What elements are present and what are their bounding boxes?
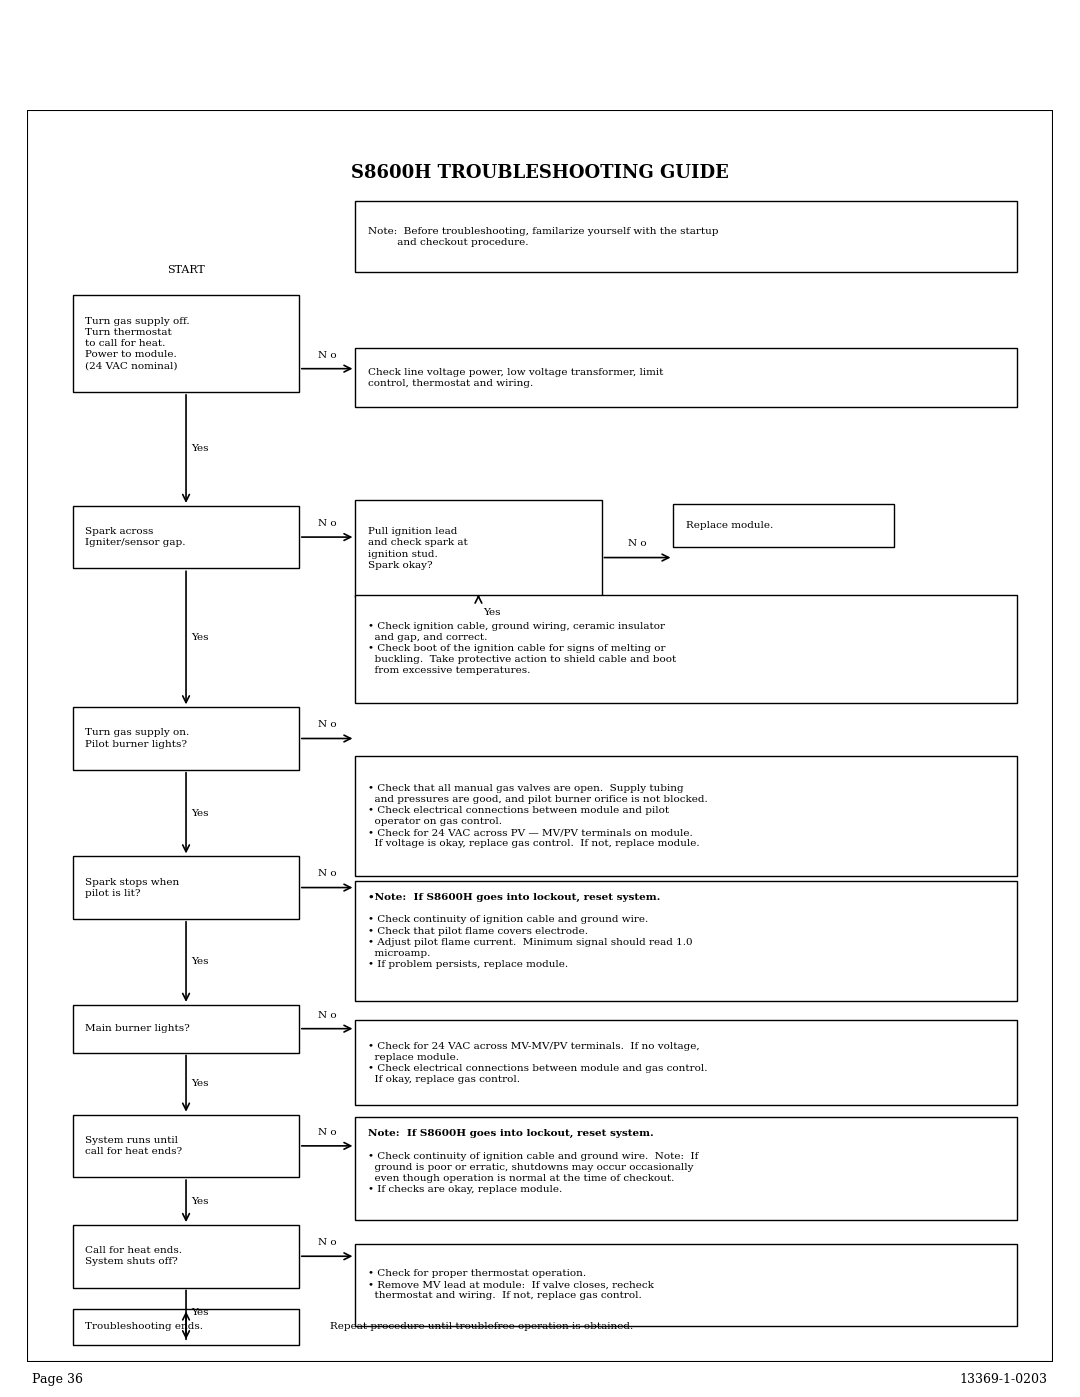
Text: • Check continuity of ignition cable and ground wire.  Note:  If
  ground is poo: • Check continuity of ignition cable and…: [367, 1151, 698, 1194]
Text: • Check for 24 VAC across MV-MV/PV terminals.  If no voltage,
  replace module.
: • Check for 24 VAC across MV-MV/PV termi…: [367, 1042, 707, 1084]
Text: System runs until
call for heat ends?: System runs until call for heat ends?: [85, 1136, 183, 1155]
FancyBboxPatch shape: [355, 201, 1017, 272]
FancyBboxPatch shape: [73, 295, 299, 393]
Text: START: START: [167, 265, 205, 275]
Text: • Check ignition cable, ground wiring, ceramic insulator
  and gap, and correct.: • Check ignition cable, ground wiring, c…: [367, 622, 676, 675]
FancyBboxPatch shape: [73, 1309, 299, 1345]
Text: Page 36: Page 36: [32, 1373, 83, 1386]
FancyBboxPatch shape: [73, 707, 299, 770]
Text: • Check for proper thermostat operation.
• Remove MV lead at module:  If valve c: • Check for proper thermostat operation.…: [367, 1268, 653, 1301]
Text: Yes: Yes: [191, 1308, 208, 1317]
Text: Note:  If S8600H goes into lockout, reset system.: Note: If S8600H goes into lockout, reset…: [367, 1129, 653, 1137]
Text: Pull ignition lead
and check spark at
ignition stud.
Spark okay?: Pull ignition lead and check spark at ig…: [367, 527, 468, 570]
FancyBboxPatch shape: [355, 595, 1017, 703]
FancyBboxPatch shape: [674, 504, 894, 548]
Text: S8600H TROUBLESHOOTING GUIDE: S8600H TROUBLESHOOTING GUIDE: [351, 163, 729, 182]
Text: Yes: Yes: [191, 1078, 208, 1088]
Text: DVS-36 & DVS-42 INTERMITTENT PILOT  TROUBLESHOOTING (continued): DVS-36 & DVS-42 INTERMITTENT PILOT TROUB…: [100, 57, 980, 77]
Text: Yes: Yes: [191, 957, 208, 967]
FancyBboxPatch shape: [355, 500, 602, 597]
Text: Turn gas supply on.
Pilot burner lights?: Turn gas supply on. Pilot burner lights?: [85, 728, 190, 749]
Text: Yes: Yes: [191, 809, 208, 817]
Text: Yes: Yes: [191, 1197, 208, 1206]
Text: N o: N o: [318, 351, 336, 359]
Text: • Check that all manual gas valves are open.  Supply tubing
  and pressures are : • Check that all manual gas valves are o…: [367, 784, 707, 848]
Text: Yes: Yes: [191, 633, 208, 643]
FancyBboxPatch shape: [355, 1118, 1017, 1220]
FancyBboxPatch shape: [73, 1225, 299, 1288]
Text: •Note:  If S8600H goes into lockout, reset system.: •Note: If S8600H goes into lockout, rese…: [367, 893, 660, 901]
Text: Check line voltage power, low voltage transformer, limit
control, thermostat and: Check line voltage power, low voltage tr…: [367, 367, 663, 388]
Text: • Check continuity of ignition cable and ground wire.
• Check that pilot flame c: • Check continuity of ignition cable and…: [367, 915, 692, 970]
Text: Note:  Before troubleshooting, familarize yourself with the startup
         and: Note: Before troubleshooting, familarize…: [367, 226, 718, 247]
FancyBboxPatch shape: [355, 1020, 1017, 1105]
FancyBboxPatch shape: [73, 856, 299, 919]
FancyBboxPatch shape: [73, 506, 299, 569]
Text: N o: N o: [318, 518, 336, 528]
FancyBboxPatch shape: [27, 110, 1053, 1362]
FancyBboxPatch shape: [355, 882, 1017, 1000]
Text: Spark across
Igniter/sensor gap.: Spark across Igniter/sensor gap.: [85, 527, 186, 548]
Text: N o: N o: [318, 1010, 336, 1020]
Text: N o: N o: [318, 721, 336, 729]
Text: N o: N o: [629, 539, 647, 549]
Text: N o: N o: [318, 869, 336, 879]
FancyBboxPatch shape: [355, 1243, 1017, 1326]
Text: Spark stops when
pilot is lit?: Spark stops when pilot is lit?: [85, 877, 179, 898]
Text: Yes: Yes: [484, 608, 501, 617]
Text: Troubleshooting ends.: Troubleshooting ends.: [85, 1323, 203, 1331]
Text: Main burner lights?: Main burner lights?: [85, 1024, 190, 1034]
Text: Yes: Yes: [191, 444, 208, 454]
FancyBboxPatch shape: [355, 348, 1017, 408]
Text: N o: N o: [318, 1127, 336, 1137]
FancyBboxPatch shape: [73, 1004, 299, 1052]
FancyBboxPatch shape: [73, 1115, 299, 1178]
Text: Turn gas supply off.
Turn thermostat
to call for heat.
Power to module.
(24 VAC : Turn gas supply off. Turn thermostat to …: [85, 317, 190, 370]
Text: 13369-1-0203: 13369-1-0203: [960, 1373, 1048, 1386]
Text: Replace module.: Replace module.: [686, 521, 773, 531]
Text: Repeat procedure until troublefree operation is obtained.: Repeat procedure until troublefree opera…: [329, 1323, 633, 1331]
FancyBboxPatch shape: [355, 756, 1017, 876]
Text: Call for heat ends.
System shuts off?: Call for heat ends. System shuts off?: [85, 1246, 183, 1266]
Text: N o: N o: [318, 1238, 336, 1248]
